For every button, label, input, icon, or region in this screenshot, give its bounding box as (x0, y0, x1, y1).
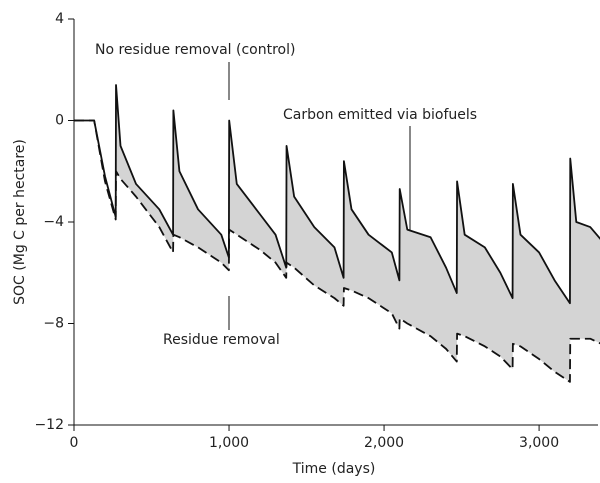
y-tick-label: −8 (43, 316, 64, 332)
annotation: No residue removal (control) (95, 42, 295, 58)
series-line (74, 119, 600, 383)
annotation: Residue removal (163, 332, 280, 348)
annotation: Carbon emitted via biofuels (283, 107, 477, 123)
x-tick-label: 3,000 (519, 435, 559, 451)
band-fill (74, 84, 600, 382)
y-tick-label: 4 (55, 11, 64, 27)
y-tick-label: 0 (55, 113, 64, 129)
y-tick-label: −12 (34, 417, 64, 433)
series-line (74, 84, 600, 305)
x-tick-label: 2,000 (364, 435, 404, 451)
x-tick-label: 1,000 (209, 435, 249, 451)
y-axis-title: SOC (Mg C per hectare) (12, 139, 28, 305)
x-tick-label: 0 (70, 435, 79, 451)
x-axis-title: Time (days) (292, 461, 376, 477)
y-tick-label: −4 (43, 214, 64, 230)
